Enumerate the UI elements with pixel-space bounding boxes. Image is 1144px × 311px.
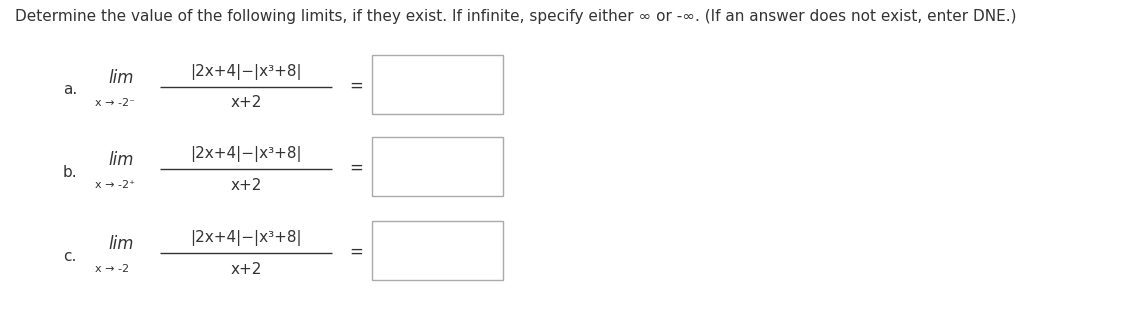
Text: x → -2⁻: x → -2⁻ [95, 98, 135, 108]
Bar [372, 137, 503, 196]
Text: lim: lim [109, 235, 134, 253]
Text: x+2: x+2 [230, 178, 262, 193]
Text: =: = [349, 77, 363, 95]
Text: =: = [349, 159, 363, 177]
Text: a.: a. [63, 82, 77, 97]
Text: x+2: x+2 [230, 95, 262, 110]
Text: b.: b. [63, 165, 78, 180]
Text: =: = [349, 243, 363, 261]
Bar [372, 55, 503, 114]
Text: |2x+4|−|x³+8|: |2x+4|−|x³+8| [190, 63, 302, 80]
Text: x → -2⁺: x → -2⁺ [95, 180, 135, 190]
Text: Determine the value of the following limits, if they exist. If infinite, specify: Determine the value of the following lim… [15, 9, 1016, 24]
Text: lim: lim [109, 151, 134, 169]
Text: |2x+4|−|x³+8|: |2x+4|−|x³+8| [190, 230, 302, 246]
Text: c.: c. [63, 248, 77, 264]
Text: x → -2: x → -2 [95, 264, 129, 274]
Text: lim: lim [109, 69, 134, 87]
Text: |2x+4|−|x³+8|: |2x+4|−|x³+8| [190, 146, 302, 162]
Bar [372, 221, 503, 280]
Text: x+2: x+2 [230, 262, 262, 276]
